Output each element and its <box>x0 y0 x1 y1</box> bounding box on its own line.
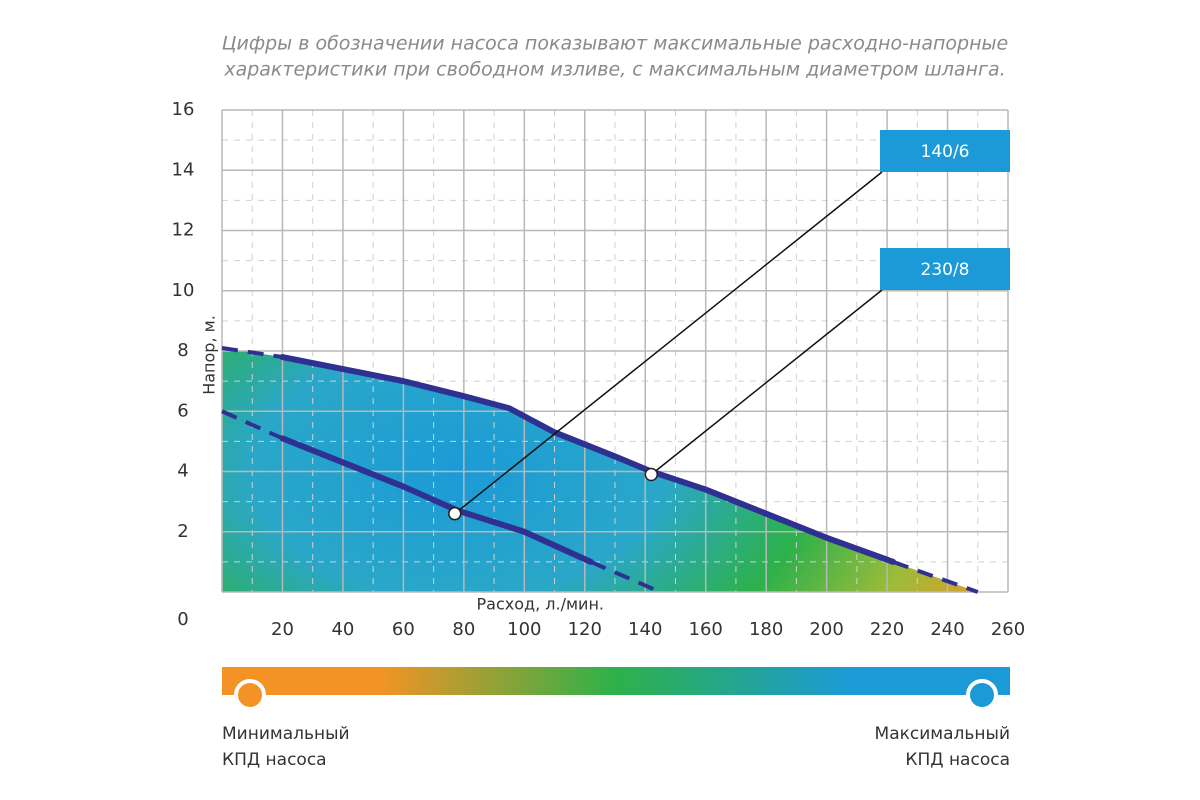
x-tick-label: 120 <box>568 619 602 640</box>
y-tick-label: 0 <box>177 609 188 630</box>
efficiency-scale-bar <box>222 667 1010 695</box>
x-tick-label: 220 <box>870 619 904 640</box>
legend-box <box>880 248 1010 290</box>
y-axis-label: Напор, м. <box>200 315 219 395</box>
y-tick-label: 2 <box>177 521 188 542</box>
x-axis-label: Расход, л./мин. <box>477 595 604 614</box>
chart-title: характеристики при свободном изливе, с м… <box>223 59 1005 81</box>
x-tick-label: 140 <box>628 619 662 640</box>
annotation-marker <box>448 506 462 521</box>
x-tick-label: 160 <box>689 619 723 640</box>
curve-extension <box>221 346 283 360</box>
x-tick-label: 240 <box>930 619 964 640</box>
curve <box>279 354 897 565</box>
annotation-marker <box>644 467 659 482</box>
curve <box>279 435 594 565</box>
curve-extension <box>590 560 662 594</box>
x-tick-label: 100 <box>507 619 541 640</box>
y-tick-label: 16 <box>172 99 195 120</box>
x-tick-label: 40 <box>331 619 354 640</box>
y-tick-label: 12 <box>172 220 195 241</box>
y-tick-label: 4 <box>177 461 188 482</box>
min-dot <box>234 679 266 711</box>
x-tick-label: 200 <box>809 619 843 640</box>
x-tick-label: 20 <box>271 619 294 640</box>
curve-extension <box>221 409 284 441</box>
min-label: Минимальный <box>222 724 350 744</box>
max-label: Максимальный <box>875 724 1010 744</box>
x-tick-label: 180 <box>749 619 783 640</box>
curve-extension <box>892 559 979 594</box>
y-tick-label: 6 <box>177 400 188 421</box>
y-tick-label: 10 <box>172 280 195 301</box>
leader-line <box>650 289 883 476</box>
y-tick-label: 8 <box>177 340 188 361</box>
chart-title: Цифры в обозначении насоса показывают ма… <box>222 33 1008 55</box>
x-tick-label: 80 <box>452 619 475 640</box>
legend-label: 230/8 <box>921 260 970 280</box>
max-label: КПД насоса <box>905 750 1010 770</box>
x-tick-label: 60 <box>392 619 415 640</box>
leader-line <box>454 171 883 515</box>
legend-box <box>880 130 1010 172</box>
x-tick-label: 260 <box>991 619 1025 640</box>
max-dot <box>966 679 998 711</box>
plot-background <box>221 109 1009 593</box>
y-tick-label: 14 <box>172 159 195 180</box>
min-label: КПД насоса <box>222 750 327 770</box>
legend-label: 140/6 <box>921 142 970 162</box>
